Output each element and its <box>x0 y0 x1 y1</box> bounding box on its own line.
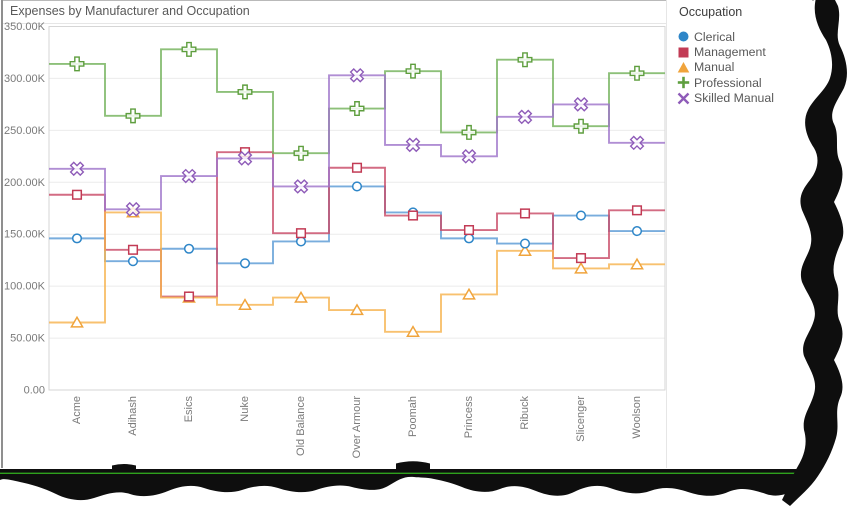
legend-items: Clerical Management Manual Professional Skil… <box>667 29 812 106</box>
chart-title: Expenses by Manufacturer and Occupation <box>10 4 250 18</box>
legend-item-label: Management <box>694 45 766 60</box>
y-axis-tick-label: 100.00K <box>4 281 46 293</box>
square-icon <box>678 47 689 58</box>
legend-item-label: Clerical <box>694 29 735 44</box>
legend-item-label: Manual <box>694 60 735 75</box>
legend-item-manual[interactable]: Manual <box>677 60 812 75</box>
series-markers-manual <box>70 205 644 337</box>
legend-item-professional[interactable]: Professional <box>677 75 812 90</box>
plot-border <box>48 26 666 391</box>
y-axis-tick-label: 200.00K <box>4 177 46 189</box>
window-border-top <box>2 0 814 1</box>
x-axis-category-label: Old Balance <box>295 396 307 456</box>
x-axis-category-label: Adihash <box>127 396 139 436</box>
triangle-icon <box>677 61 690 73</box>
title-separator <box>3 23 666 24</box>
y-axis-tick-label: 300.00K <box>4 73 46 85</box>
x-axis-category-label: Acme <box>71 396 83 424</box>
y-axis-tick-label: 0.00 <box>24 385 45 397</box>
legend-separator <box>666 0 667 468</box>
x-axis-category-label: Over Armour <box>351 396 363 459</box>
x-icon <box>677 92 690 105</box>
legend-item-management[interactable]: Management <box>677 44 812 59</box>
legend-item-skilled-manual[interactable]: Skilled Manual <box>677 91 812 106</box>
legend-panel: Occupation Clerical Management Manual Profe… <box>667 0 812 468</box>
series-markers-professional <box>69 41 645 161</box>
window-border-left <box>1 0 3 468</box>
series-markers-management <box>71 147 643 302</box>
legend-item-label: Skilled Manual <box>694 91 774 106</box>
y-axis-tick-label: 350.00K <box>4 21 46 33</box>
y-axis-tick-label: 250.00K <box>4 125 46 137</box>
legend-item-clerical[interactable]: Clerical <box>677 29 812 44</box>
x-axis-category-label: Princess <box>463 396 475 439</box>
series-line-management <box>49 151 665 298</box>
y-axis-tick-label: 150.00K <box>4 229 46 241</box>
x-axis-category-label: Nuke <box>239 396 251 422</box>
x-axis-category-label: Ribuck <box>519 396 531 430</box>
series-line-clerical <box>49 185 665 265</box>
series-markers-skilled-manual <box>69 67 645 217</box>
x-axis-category-label: Slicenger <box>575 396 587 442</box>
x-axis-category-label: Esics <box>183 396 195 423</box>
circle-icon <box>678 31 689 42</box>
x-axis-category-label: Woolson <box>631 396 643 439</box>
series-markers-clerical <box>71 181 643 269</box>
legend-item-label: Professional <box>694 75 762 90</box>
y-axis-tick-label: 50.00K <box>10 333 46 345</box>
x-axis-category-label: Poomah <box>407 396 419 437</box>
legend-title: Occupation <box>679 5 743 19</box>
plus-icon <box>677 77 690 89</box>
